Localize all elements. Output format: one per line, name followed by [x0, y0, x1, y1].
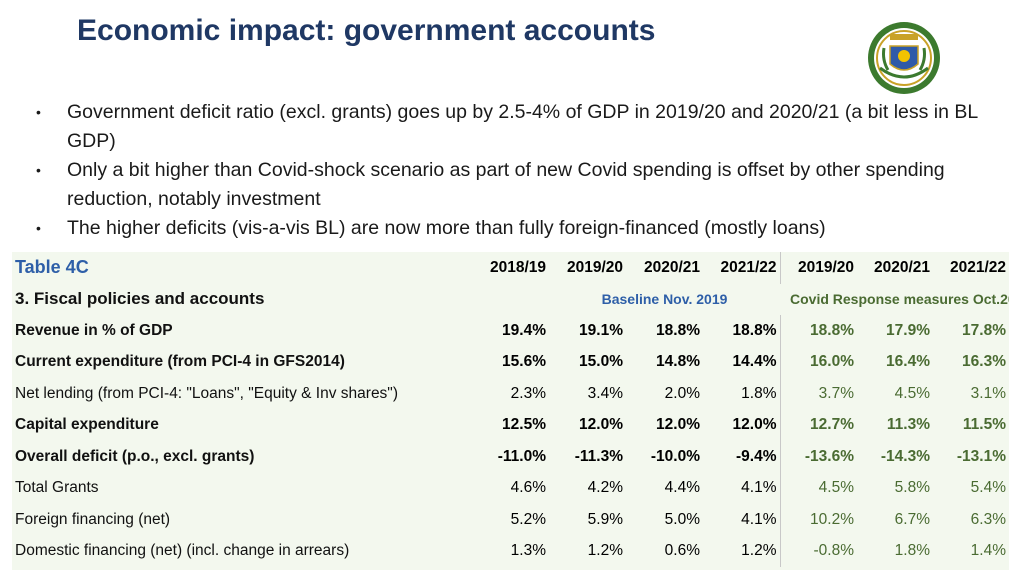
table-header-row: Table 4C 2018/19 2019/20 2020/21 2021/22… [12, 252, 1009, 284]
table-row: Current expenditure (from PCI-4 in GFS20… [12, 346, 1009, 378]
table-cell: 12.0% [656, 416, 700, 434]
table-cell: 5.2% [510, 510, 546, 528]
table-cell: -14.3% [880, 447, 930, 465]
table-cell: 5.8% [894, 479, 930, 497]
year-header: 2018/19 [489, 258, 546, 276]
row-label: Foreign financing (net) [15, 510, 171, 528]
table-row: Overall deficit (p.o., excl. grants) -11.… [12, 441, 1009, 473]
table-cell: 16.4% [886, 353, 930, 371]
bullet-icon: • [36, 220, 41, 236]
bullet-item: • Only a bit higher than Covid-shock scen… [30, 156, 1005, 214]
table-cell: 15.6% [502, 353, 546, 371]
bullet-item: • The higher deficits (vis-a-vis BL) are … [30, 214, 1005, 243]
table-cell: -13.1% [956, 447, 1006, 465]
table-cell: 4.5% [894, 384, 930, 402]
year-header: 2021/22 [703, 252, 781, 284]
table-cell: -0.8% [813, 542, 855, 560]
table-cell: 0.6% [664, 542, 700, 560]
fiscal-table: Table 4C 2018/19 2019/20 2020/21 2021/22… [12, 252, 1009, 570]
coat-of-arms-icon [868, 22, 940, 94]
table-cell: 1.3% [510, 542, 546, 560]
table-cell: 4.1% [703, 472, 781, 504]
row-label: Current expenditure (from PCI-4 in GFS20… [15, 353, 345, 371]
table-row: Foreign financing (net) 5.2% 5.9% 5.0% 4.1% 1… [12, 504, 1009, 536]
table-cell: 11.5% [962, 416, 1006, 434]
table-row: Net lending (from PCI-4: "Loans", "Equit… [12, 378, 1009, 410]
section-heading: 3. Fiscal policies and accounts [15, 289, 265, 309]
table-cell: 19.1% [579, 321, 623, 339]
bullet-item: • Government deficit ratio (excl. grants)… [30, 98, 1005, 156]
table-cell: 6.7% [894, 510, 930, 528]
table-cell: -11.0% [497, 447, 546, 465]
table-cell: 11.3% [886, 416, 930, 434]
row-label: Total Grants [15, 479, 99, 497]
table-cell: -13.6% [804, 447, 854, 465]
table-cell: 5.4% [970, 479, 1006, 497]
covid-scenario-label: Covid Response measures Oct.2020 [790, 291, 1009, 308]
table-cell: 18.8% [703, 315, 781, 347]
table-cell: 3.4% [587, 384, 623, 402]
year-header: 2020/21 [873, 258, 930, 276]
table-row: Capital expenditure 12.5% 12.0% 12.0% 12.0% 1… [12, 409, 1009, 441]
table-cell: -9.4% [703, 441, 781, 473]
table-cell: 16.0% [810, 353, 854, 371]
table-cell: 4.2% [587, 479, 623, 497]
table-cell: 10.2% [810, 510, 854, 528]
table-cell: 4.1% [703, 504, 781, 536]
row-label: Overall deficit (p.o., excl. grants) [15, 447, 255, 465]
table-cell: 17.8% [962, 321, 1006, 339]
bullet-icon: • [36, 104, 41, 120]
table-cell: 18.8% [810, 321, 854, 339]
table-cell: 12.0% [579, 416, 623, 434]
table-cell: 5.9% [587, 510, 623, 528]
table-cell: 5.0% [664, 510, 700, 528]
table-cell: 12.7% [810, 416, 854, 434]
table-cell: 1.2% [703, 535, 781, 567]
table-cell: 4.4% [664, 479, 700, 497]
table-cell: 6.3% [970, 510, 1006, 528]
table-cell: 2.3% [510, 384, 546, 402]
bullet-list: • Government deficit ratio (excl. grants)… [30, 98, 1005, 243]
table-cell: 19.4% [502, 321, 546, 339]
table-cell: 15.0% [579, 353, 623, 371]
baseline-scenario-label: Baseline Nov. 2019 [601, 291, 728, 308]
table-cell: 1.8% [703, 378, 781, 410]
table-row: Revenue in % of GDP 19.4% 19.1% 18.8% 18.8% 1… [12, 315, 1009, 347]
bullet-text: Only a bit higher than Covid-shock scena… [67, 159, 945, 210]
table-cell: 3.1% [970, 384, 1006, 402]
row-label: Revenue in % of GDP [15, 321, 173, 339]
table-cell: -11.3% [574, 447, 623, 465]
year-header: 2019/20 [797, 258, 854, 276]
table-cell: -10.0% [650, 447, 700, 465]
table-row: Domestic financing (net) (incl. change i… [12, 535, 1009, 567]
row-label: Net lending (from PCI-4: "Loans", "Equit… [15, 384, 398, 402]
table-cell: 16.3% [962, 353, 1006, 371]
table-cell: 4.5% [818, 479, 854, 497]
table-label: Table 4C [15, 257, 89, 278]
table-cell: 4.6% [510, 479, 546, 497]
year-header: 2021/22 [949, 258, 1006, 276]
table-scenario-row: 3. Fiscal policies and accounts Baseline… [12, 284, 1009, 316]
table-cell: 12.5% [502, 416, 546, 434]
row-label: Domestic financing (net) (incl. change i… [15, 542, 350, 560]
table-cell: 3.7% [818, 384, 854, 402]
table-cell: 14.4% [703, 346, 781, 378]
bullet-text: The higher deficits (vis-a-vis BL) are n… [67, 217, 826, 239]
bullet-text: Government deficit ratio (excl. grants) … [67, 101, 978, 152]
table-cell: 1.2% [587, 542, 623, 560]
year-header: 2019/20 [566, 258, 623, 276]
bullet-icon: • [36, 162, 41, 178]
year-header: 2020/21 [643, 258, 700, 276]
table-cell: 1.8% [894, 542, 930, 560]
table-cell: 12.0% [703, 409, 781, 441]
table-cell: 2.0% [664, 384, 700, 402]
row-label: Capital expenditure [15, 416, 159, 434]
table-cell: 18.8% [656, 321, 700, 339]
table-cell: 14.8% [656, 353, 700, 371]
table-cell: 1.4% [970, 542, 1006, 560]
slide-title: Economic impact: government accounts [77, 14, 656, 47]
table-cell: 17.9% [886, 321, 930, 339]
table-row: Total Grants 4.6% 4.2% 4.4% 4.1% 4.5% 5.8% 5.4% [12, 472, 1009, 504]
